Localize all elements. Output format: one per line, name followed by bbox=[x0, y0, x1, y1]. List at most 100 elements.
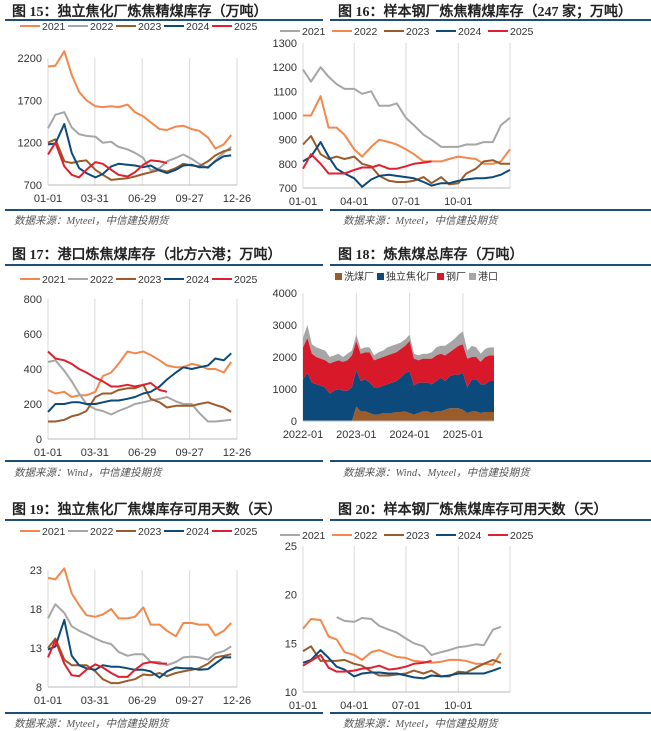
legend-label: 2021 bbox=[42, 274, 66, 286]
legend-label: 2024 bbox=[458, 530, 482, 542]
y-tick-label: 10 bbox=[285, 687, 297, 699]
area-series-3 bbox=[303, 337, 494, 394]
legend-label: 2023 bbox=[406, 26, 430, 38]
legend-label: 2025 bbox=[234, 526, 258, 538]
figure-20-title: 图 20：样本钢厂炼焦煤库存可用天数（天） bbox=[338, 503, 608, 518]
line-series-2024 bbox=[47, 352, 232, 413]
divider bbox=[330, 209, 651, 211]
legend-label: 2021 bbox=[302, 530, 326, 542]
legend-label: 2022 bbox=[90, 21, 114, 33]
x-tick-label: 12-26 bbox=[223, 447, 251, 459]
legend-label: 2025 bbox=[510, 26, 534, 38]
y-tick-label: 1000 bbox=[273, 111, 297, 123]
x-tick-label: 06-29 bbox=[128, 695, 156, 707]
legend-label: 独立焦化厂 bbox=[386, 270, 436, 283]
legend-label: 2025 bbox=[510, 530, 534, 542]
y-tick-label: 400 bbox=[24, 364, 42, 376]
legend-swatch bbox=[377, 273, 384, 280]
divider bbox=[330, 519, 651, 521]
figure-18-source: 数据来源：Wind、Myteel，中信建投期货 bbox=[343, 468, 530, 479]
line-series-2021 bbox=[336, 616, 502, 656]
y-tick-label: 700 bbox=[279, 183, 297, 195]
line-series-2022 bbox=[303, 95, 511, 165]
figure-17-title: 图 17：港口炼焦煤库存（北方六港；万吨） bbox=[12, 248, 282, 263]
figure-20-source: 数据来源：Myteel，中信建投期货 bbox=[343, 719, 498, 730]
line-series-2024 bbox=[302, 141, 511, 188]
line-series-2021 bbox=[302, 66, 511, 148]
y-tick-label: 1200 bbox=[18, 138, 42, 150]
figure-16-source: 数据来源：Myteel，中信建投期货 bbox=[343, 216, 498, 227]
line-series-2025 bbox=[302, 153, 432, 175]
legend-label: 洗煤厂 bbox=[344, 270, 374, 283]
legend-label: 2021 bbox=[302, 26, 326, 38]
line-series-2021 bbox=[47, 350, 233, 398]
line-series-2024 bbox=[302, 649, 502, 680]
line-series-2021 bbox=[47, 50, 232, 150]
x-tick-label: 01-01 bbox=[34, 447, 62, 459]
legend-swatch bbox=[437, 273, 444, 280]
line-series-2025 bbox=[47, 141, 168, 179]
figure-16-title: 图 16：样本钢厂炼焦精煤库存（247 家；万吨） bbox=[338, 5, 632, 20]
line-series-2022 bbox=[47, 359, 232, 423]
legend-label: 2023 bbox=[138, 526, 162, 538]
legend-label: 2024 bbox=[458, 26, 482, 38]
line-series-2024 bbox=[47, 123, 232, 179]
y-tick-label: 800 bbox=[24, 294, 42, 306]
figure-18-title: 图 18：炼焦煤总库存（万吨） bbox=[338, 248, 524, 263]
area-series-2 bbox=[303, 369, 494, 421]
line-series-2025 bbox=[47, 639, 167, 678]
legend-label: 2023 bbox=[406, 530, 430, 542]
divider bbox=[5, 460, 323, 462]
legend-swatch bbox=[469, 273, 476, 280]
figure-15-source: 数据来源：Myteel，中信建投期货 bbox=[14, 216, 169, 227]
divider bbox=[5, 712, 323, 714]
divider bbox=[330, 712, 651, 714]
x-tick-label: 07-01 bbox=[392, 700, 420, 712]
x-tick-label: 04-01 bbox=[340, 196, 368, 208]
line-series-2022 bbox=[302, 618, 502, 666]
figure-15-title: 图 15：独立焦化厂炼焦精煤库存（万吨） bbox=[12, 5, 268, 20]
legend-label: 2022 bbox=[90, 274, 114, 286]
chart-19: 8 13 18 23 01-01 03-31 06-29 09-27 12-26 2021 2022… bbox=[20, 526, 258, 707]
area-series-1 bbox=[303, 406, 494, 421]
x-tick-label: 03-31 bbox=[81, 447, 109, 459]
y-tick-label: 0 bbox=[291, 416, 297, 428]
y-tick-label: 1700 bbox=[18, 95, 42, 107]
legend-swatch bbox=[335, 273, 342, 280]
divider bbox=[330, 264, 651, 266]
legend-label: 2025 bbox=[234, 274, 258, 286]
x-tick-label: 10-01 bbox=[444, 196, 472, 208]
x-tick-label: 06-29 bbox=[128, 193, 156, 205]
line-series-2024 bbox=[47, 618, 232, 679]
line-series-2025 bbox=[302, 654, 432, 673]
y-tick-label: 1300 bbox=[273, 38, 297, 50]
legend-label: 2024 bbox=[186, 526, 210, 538]
y-tick-label: 1200 bbox=[273, 62, 297, 74]
y-tick-label: 23 bbox=[30, 565, 42, 577]
x-tick-label: 06-29 bbox=[128, 447, 156, 459]
y-tick-label: 900 bbox=[279, 135, 297, 147]
legend-label: 港口 bbox=[478, 271, 498, 283]
divider bbox=[330, 19, 651, 21]
x-tick-label: 09-27 bbox=[176, 447, 204, 459]
y-tick-label: 600 bbox=[24, 329, 42, 341]
legend-label: 2021 bbox=[42, 526, 66, 538]
x-tick-label: 09-27 bbox=[176, 695, 204, 707]
y-tick-label: 15 bbox=[285, 638, 297, 650]
legend-label: 2024 bbox=[186, 21, 210, 33]
divider bbox=[5, 519, 323, 521]
x-tick-label: 03-31 bbox=[81, 695, 109, 707]
legend-label: 2024 bbox=[186, 274, 210, 286]
line-series-2023 bbox=[47, 138, 232, 181]
y-tick-label: 1000 bbox=[273, 384, 297, 396]
legend-label: 2023 bbox=[138, 21, 162, 33]
y-tick-label: 8 bbox=[36, 682, 42, 694]
chart-16: 700 800 900 1000 1100 1200 1300 01-01 04-01 07-01… bbox=[273, 26, 534, 208]
y-tick-label: 700 bbox=[24, 180, 42, 192]
x-tick-label: 07-01 bbox=[392, 196, 420, 208]
y-tick-label: 0 bbox=[36, 434, 42, 446]
y-tick-label: 20 bbox=[285, 590, 297, 602]
